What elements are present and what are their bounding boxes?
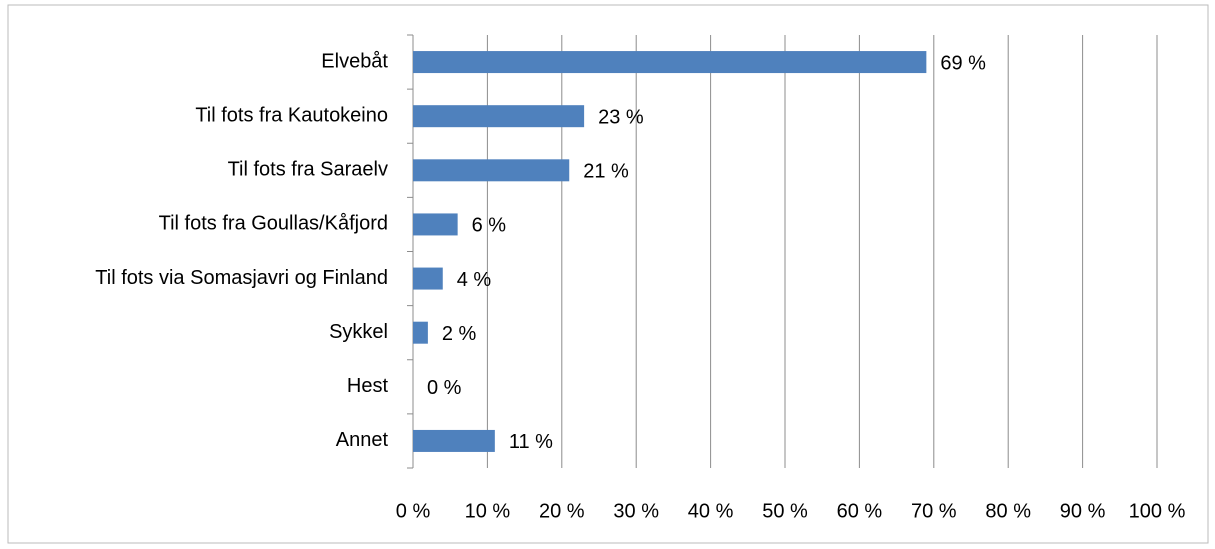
x-tick-label: 70 % <box>911 500 957 522</box>
bar <box>413 105 585 128</box>
x-tick-label: 50 % <box>762 500 808 522</box>
bar <box>413 213 458 236</box>
value-label: 69 % <box>940 52 986 74</box>
y-tick-label: Hest <box>347 375 389 397</box>
x-tick-label: 90 % <box>1060 500 1106 522</box>
y-tick-label: Sykkel <box>329 321 388 343</box>
y-tick-label: Annet <box>336 429 389 451</box>
y-tick-label: Til fots fra Kautokeino <box>195 104 388 126</box>
x-tick-label: 30 % <box>613 500 659 522</box>
bar <box>413 321 428 344</box>
x-tick-label: 80 % <box>985 500 1031 522</box>
value-label: 4 % <box>457 269 492 291</box>
bar <box>413 267 443 290</box>
y-tick-label: Til fots fra Saraelv <box>228 159 388 181</box>
bar <box>413 429 495 452</box>
x-tick-label: 60 % <box>837 500 883 522</box>
x-tick-label: 0 % <box>396 500 431 522</box>
x-tick-label: 20 % <box>539 500 585 522</box>
y-tick-label: Til fots via Somasjavri og Finland <box>95 267 388 289</box>
x-tick-label: 40 % <box>688 500 734 522</box>
value-label: 11 % <box>509 431 553 453</box>
value-label: 0 % <box>427 377 462 399</box>
bar <box>413 159 570 182</box>
x-tick-label: 100 % <box>1129 500 1186 522</box>
value-label: 21 % <box>583 161 629 183</box>
y-tick-label: Elvebåt <box>321 50 388 72</box>
bar <box>413 51 927 74</box>
value-label: 6 % <box>472 215 507 237</box>
value-label: 2 % <box>442 323 477 345</box>
x-tick-label: 10 % <box>465 500 511 522</box>
y-tick-label: Til fots fra Goullas/Kåfjord <box>159 213 388 235</box>
value-label: 23 % <box>598 106 644 128</box>
